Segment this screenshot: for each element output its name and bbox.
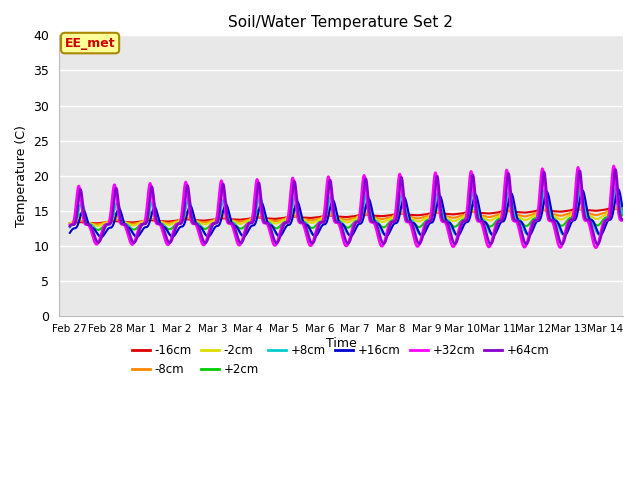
- X-axis label: Time: Time: [326, 336, 356, 349]
- +64cm: [225, 220, 233, 226]
- -8cm: [93, 221, 101, 227]
- -2cm: [618, 210, 626, 216]
- -16cm: [276, 216, 284, 221]
- +2cm: [546, 210, 554, 216]
- -2cm: [276, 219, 284, 225]
- Line: +8cm: +8cm: [70, 187, 622, 235]
- -8cm: [484, 214, 492, 220]
- -8cm: [66, 221, 74, 227]
- +16cm: [66, 230, 74, 236]
- -8cm: [611, 206, 618, 212]
- -2cm: [176, 217, 184, 223]
- +64cm: [484, 236, 492, 242]
- +2cm: [484, 222, 492, 228]
- Y-axis label: Temperature (C): Temperature (C): [15, 125, 28, 227]
- +2cm: [94, 227, 102, 233]
- Title: Soil/Water Temperature Set 2: Soil/Water Temperature Set 2: [228, 15, 453, 30]
- -2cm: [546, 209, 554, 215]
- +32cm: [592, 245, 600, 251]
- +2cm: [226, 218, 234, 224]
- -16cm: [611, 205, 618, 211]
- +2cm: [176, 220, 184, 226]
- Line: +64cm: +64cm: [70, 169, 622, 244]
- -2cm: [484, 217, 492, 223]
- +32cm: [66, 222, 74, 228]
- Text: EE_met: EE_met: [65, 36, 115, 49]
- +2cm: [611, 199, 619, 204]
- +16cm: [484, 224, 492, 229]
- +2cm: [276, 224, 284, 229]
- -2cm: [93, 223, 101, 229]
- -8cm: [276, 217, 284, 223]
- +8cm: [484, 227, 492, 232]
- +8cm: [546, 204, 554, 210]
- +64cm: [618, 216, 626, 222]
- +64cm: [612, 167, 620, 172]
- +2cm: [66, 222, 74, 228]
- +16cm: [276, 233, 284, 239]
- +8cm: [96, 232, 104, 238]
- +32cm: [545, 218, 553, 224]
- Line: -16cm: -16cm: [70, 208, 622, 224]
- +16cm: [226, 212, 234, 218]
- +32cm: [610, 163, 618, 169]
- Line: -8cm: -8cm: [70, 209, 622, 224]
- -16cm: [484, 211, 492, 216]
- -8cm: [176, 217, 184, 223]
- +8cm: [276, 231, 284, 237]
- +64cm: [545, 214, 553, 220]
- -2cm: [166, 222, 173, 228]
- +8cm: [66, 225, 74, 230]
- +16cm: [546, 197, 554, 203]
- +8cm: [618, 210, 626, 216]
- -8cm: [226, 217, 234, 223]
- +2cm: [618, 213, 626, 218]
- Line: -2cm: -2cm: [70, 207, 622, 226]
- +32cm: [165, 241, 173, 247]
- -8cm: [618, 209, 626, 215]
- Line: +32cm: +32cm: [70, 166, 622, 248]
- -2cm: [66, 221, 74, 227]
- -2cm: [226, 216, 234, 222]
- -16cm: [545, 208, 553, 214]
- +2cm: [166, 227, 173, 232]
- -16cm: [66, 221, 74, 227]
- +64cm: [165, 240, 173, 245]
- Line: +16cm: +16cm: [70, 189, 622, 237]
- +32cm: [484, 243, 492, 249]
- Legend: -16cm, -8cm, -2cm, +2cm, +8cm, +16cm, +32cm, +64cm: -16cm, -8cm, -2cm, +2cm, +8cm, +16cm, +3…: [127, 339, 554, 380]
- -16cm: [225, 216, 233, 222]
- -8cm: [166, 220, 173, 226]
- -8cm: [546, 210, 554, 216]
- +16cm: [618, 204, 626, 209]
- +32cm: [225, 221, 233, 227]
- +16cm: [176, 225, 184, 230]
- +64cm: [66, 224, 74, 229]
- +16cm: [97, 234, 105, 240]
- +64cm: [594, 241, 602, 247]
- +32cm: [276, 231, 284, 237]
- -2cm: [611, 204, 619, 210]
- +32cm: [175, 220, 183, 226]
- +8cm: [176, 221, 184, 227]
- +64cm: [175, 221, 183, 227]
- -16cm: [175, 217, 183, 223]
- +16cm: [614, 186, 622, 192]
- -16cm: [618, 206, 626, 212]
- Line: +2cm: +2cm: [70, 202, 622, 230]
- +8cm: [613, 184, 621, 190]
- +8cm: [226, 215, 234, 221]
- +64cm: [276, 236, 284, 241]
- +8cm: [166, 232, 173, 238]
- -16cm: [165, 218, 173, 224]
- +16cm: [166, 231, 173, 237]
- +32cm: [618, 217, 626, 223]
